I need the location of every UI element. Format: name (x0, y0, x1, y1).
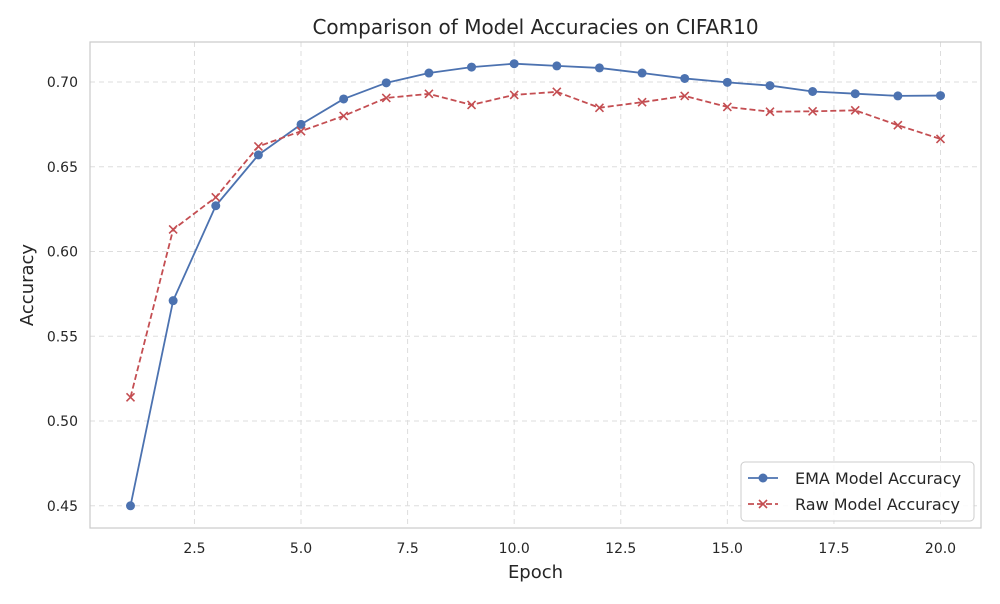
data-point-ema (381, 78, 391, 88)
series-line-ema (129, 62, 941, 506)
data-point-raw (424, 89, 434, 99)
data-point-ema (509, 59, 519, 69)
data-point-ema (893, 91, 903, 101)
data-point-raw (850, 105, 860, 115)
y-tick-label: 0.60 (47, 245, 78, 261)
data-point-raw (168, 224, 178, 235)
tick-labels: 2.5 5.0 7.5 10.0 12.5 15.0 17.5 20.0 0.45 0.50 0.5… (47, 75, 956, 557)
data-point-ema (808, 86, 818, 96)
data-point-raw (893, 120, 903, 130)
legend-label-raw: Raw Model Accuracy (795, 495, 960, 514)
data-point-ema (253, 150, 263, 160)
grid-lines (90, 42, 981, 528)
legend: EMA Model Accuracy Raw Model Accuracy (740, 461, 975, 522)
x-tick-label: 12.5 (605, 541, 636, 557)
data-point-ema (126, 501, 135, 511)
x-tick-label: 15.0 (712, 541, 743, 557)
y-tick-label: 0.55 (47, 329, 78, 345)
data-point-ema (296, 119, 306, 129)
data-point-raw (722, 102, 732, 112)
data-point-ema (680, 73, 690, 83)
data-point-raw (296, 126, 306, 136)
data-point-ema (594, 63, 604, 73)
data-point-raw (381, 93, 391, 103)
data-point-raw (125, 392, 136, 402)
data-point-raw (466, 100, 477, 110)
y-tick-label: 0.70 (47, 75, 78, 91)
x-axis-label: Epoch (508, 562, 563, 583)
y-tick-label: 0.45 (47, 499, 78, 515)
legend-marker-raw (758, 499, 768, 509)
chart-title: Comparison of Model Accuracies on CIFAR1… (312, 15, 758, 39)
x-tick-label: 20.0 (925, 541, 956, 557)
data-point-raw (594, 103, 605, 113)
data-point-raw (211, 192, 221, 202)
data-point-raw (808, 106, 818, 116)
x-tick-label: 7.5 (396, 541, 418, 557)
x-tick-label: 17.5 (818, 541, 849, 557)
data-point-ema (211, 201, 221, 211)
data-point-ema (168, 296, 178, 306)
plot-area-frame (89, 41, 982, 529)
series-line-raw (129, 90, 941, 398)
data-point-ema (467, 62, 477, 72)
data-point-raw (637, 97, 647, 107)
y-tick-label: 0.65 (47, 160, 78, 176)
data-point-raw (253, 141, 263, 151)
data-point-ema (339, 94, 349, 104)
x-tick-label: 10.0 (499, 541, 530, 557)
data-point-ema (765, 81, 775, 91)
x-tick-label: 2.5 (183, 541, 205, 557)
legend-box (740, 461, 975, 522)
data-point-raw (765, 107, 775, 117)
data-point-ema (850, 89, 860, 99)
data-point-ema (424, 68, 434, 78)
data-point-ema (552, 61, 562, 71)
data-point-ema (637, 68, 647, 78)
data-point-ema (722, 77, 732, 87)
y-tick-label: 0.50 (47, 414, 78, 430)
data-point-raw (935, 134, 946, 144)
legend-marker-ema (758, 473, 768, 483)
data-point-raw (339, 111, 349, 121)
data-point-raw (552, 87, 562, 97)
series-layer (125, 59, 946, 511)
data-point-ema (936, 91, 945, 101)
x-tick-label: 5.0 (290, 541, 312, 557)
data-point-raw (680, 91, 690, 101)
data-point-raw (509, 90, 519, 100)
legend-label-ema: EMA Model Accuracy (795, 469, 961, 488)
y-axis-label: Accuracy (17, 244, 38, 327)
